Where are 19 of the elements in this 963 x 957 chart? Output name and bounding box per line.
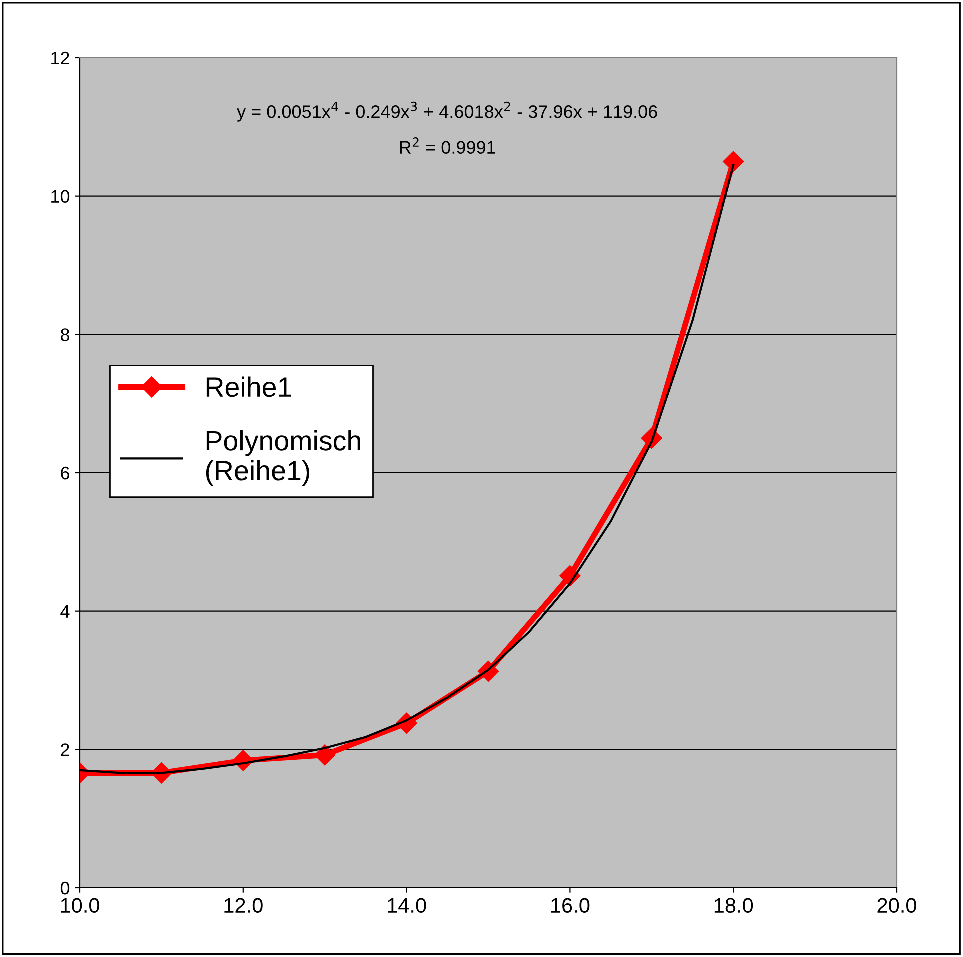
x-tick-label: 16.0 <box>552 898 590 914</box>
x-tick-label: 10.0 <box>61 898 100 914</box>
x-tick-label: 14.0 <box>388 898 426 914</box>
y-tick-label: 10 <box>52 190 70 204</box>
y-tick-label: 6 <box>61 466 70 480</box>
point <box>723 151 744 172</box>
x-tick-label: 12.0 <box>224 898 263 914</box>
point <box>314 744 336 766</box>
legend-label: Polynomisch (Reihe1) <box>206 430 360 486</box>
y-tick-label: 4 <box>60 605 70 618</box>
y-tick-label: 12 <box>52 52 70 65</box>
annotation: R$^{2}$ = 0.9991 <box>400 138 496 154</box>
legend-label: Reihe1 <box>206 376 292 398</box>
y-tick-label: 8 <box>61 328 70 342</box>
y-tick-label: 2 <box>61 744 70 756</box>
y-tick-label: 0 <box>60 882 70 895</box>
annotation: y = 0.0051x$^{4}$ - 0.249x$^{3}$ + 4.6018x$^{2}$ - 37.96x + 119.06 <box>237 102 658 122</box>
x-tick-label: 18.0 <box>714 898 754 914</box>
x-tick-label: 20.0 <box>878 898 916 914</box>
